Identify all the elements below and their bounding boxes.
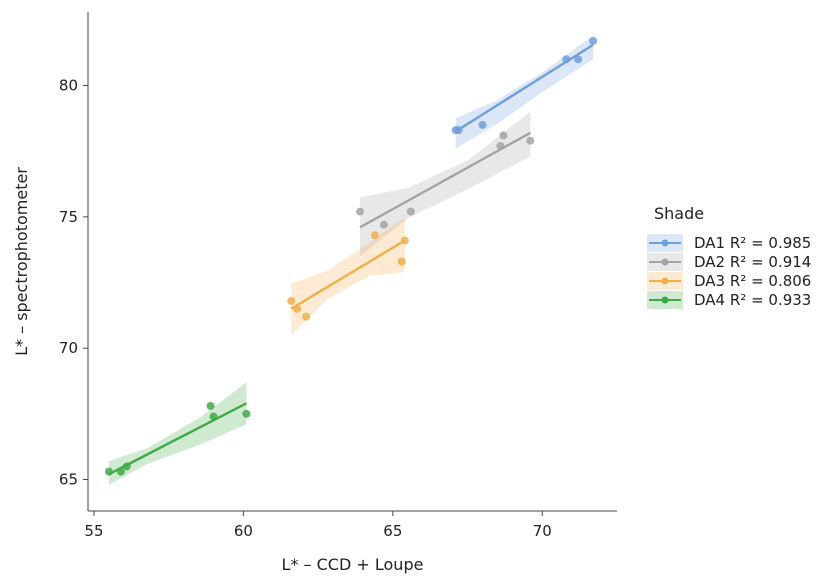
legend-item-da1: DA1 R² = 0.985 xyxy=(647,234,811,252)
legend-key-point xyxy=(661,239,669,247)
legend-key-point xyxy=(661,296,669,304)
data-point-da3-5 xyxy=(397,257,406,266)
confidence-band-da4 xyxy=(108,382,247,485)
data-point-da3-3 xyxy=(302,312,311,321)
data-point-da1-4 xyxy=(562,55,571,64)
x-axis-title: L* – CCD + Loupe xyxy=(282,555,424,574)
y-tick-label: 70 xyxy=(59,339,78,357)
legend-item-da3: DA3 R² = 0.806 xyxy=(647,272,811,290)
legend-key-point xyxy=(661,277,669,285)
legend-item-da4: DA4 R² = 0.933 xyxy=(647,291,811,309)
data-point-da2-5 xyxy=(499,131,508,140)
data-point-da2-1 xyxy=(355,207,364,216)
data-point-da2-6 xyxy=(526,136,535,145)
fit-line-da3 xyxy=(290,239,406,310)
data-point-da4-5 xyxy=(209,412,218,421)
data-point-da4-1 xyxy=(104,467,113,476)
data-point-da3-4 xyxy=(370,231,379,240)
legend-label: DA3 R² = 0.806 xyxy=(694,272,811,290)
data-point-da4-4 xyxy=(206,401,215,410)
data-point-da2-2 xyxy=(379,220,388,229)
fit-line-da4 xyxy=(108,402,247,476)
x-tick-label: 65 xyxy=(383,522,402,540)
fit-line-da2 xyxy=(359,131,531,229)
y-tick-label: 75 xyxy=(59,208,78,226)
data-point-da2-3 xyxy=(406,207,415,216)
confidence-band-da1 xyxy=(455,35,594,149)
x-tick-label: 70 xyxy=(533,522,552,540)
legend-title: Shade xyxy=(654,204,704,223)
data-point-da1-5 xyxy=(574,55,583,64)
data-point-da1-3 xyxy=(478,120,487,129)
axes: 55 60 65 70 65 70 75 80 L* – CCD + Loupe L* – spe… xyxy=(12,12,617,574)
y-axis-title: L* – spectrophotometer xyxy=(12,167,31,356)
data-point-da4-2 xyxy=(116,467,125,476)
data-points xyxy=(104,36,598,476)
legend-label: DA2 R² = 0.914 xyxy=(694,253,811,271)
data-point-da4-6 xyxy=(242,409,251,418)
data-point-da3-1 xyxy=(287,296,296,305)
x-tick-label: 55 xyxy=(84,522,103,540)
legend-label: DA1 R² = 0.985 xyxy=(694,234,811,252)
y-tick-label: 80 xyxy=(59,77,78,95)
y-tick-label: 65 xyxy=(59,470,78,488)
legend-label: DA4 R² = 0.933 xyxy=(694,291,811,309)
confidence-bands xyxy=(108,35,594,485)
legend-item-da2: DA2 R² = 0.914 xyxy=(647,253,811,271)
legend-key-point xyxy=(661,258,669,266)
data-point-da4-3 xyxy=(122,462,131,471)
data-point-da3-2 xyxy=(293,304,302,313)
confidence-band-da2 xyxy=(360,111,531,257)
data-point-da2-4 xyxy=(496,141,505,150)
x-tick-label: 60 xyxy=(234,522,253,540)
data-point-da1-2 xyxy=(454,126,463,135)
data-point-da1-6 xyxy=(589,36,598,45)
data-point-da3-6 xyxy=(400,236,409,245)
